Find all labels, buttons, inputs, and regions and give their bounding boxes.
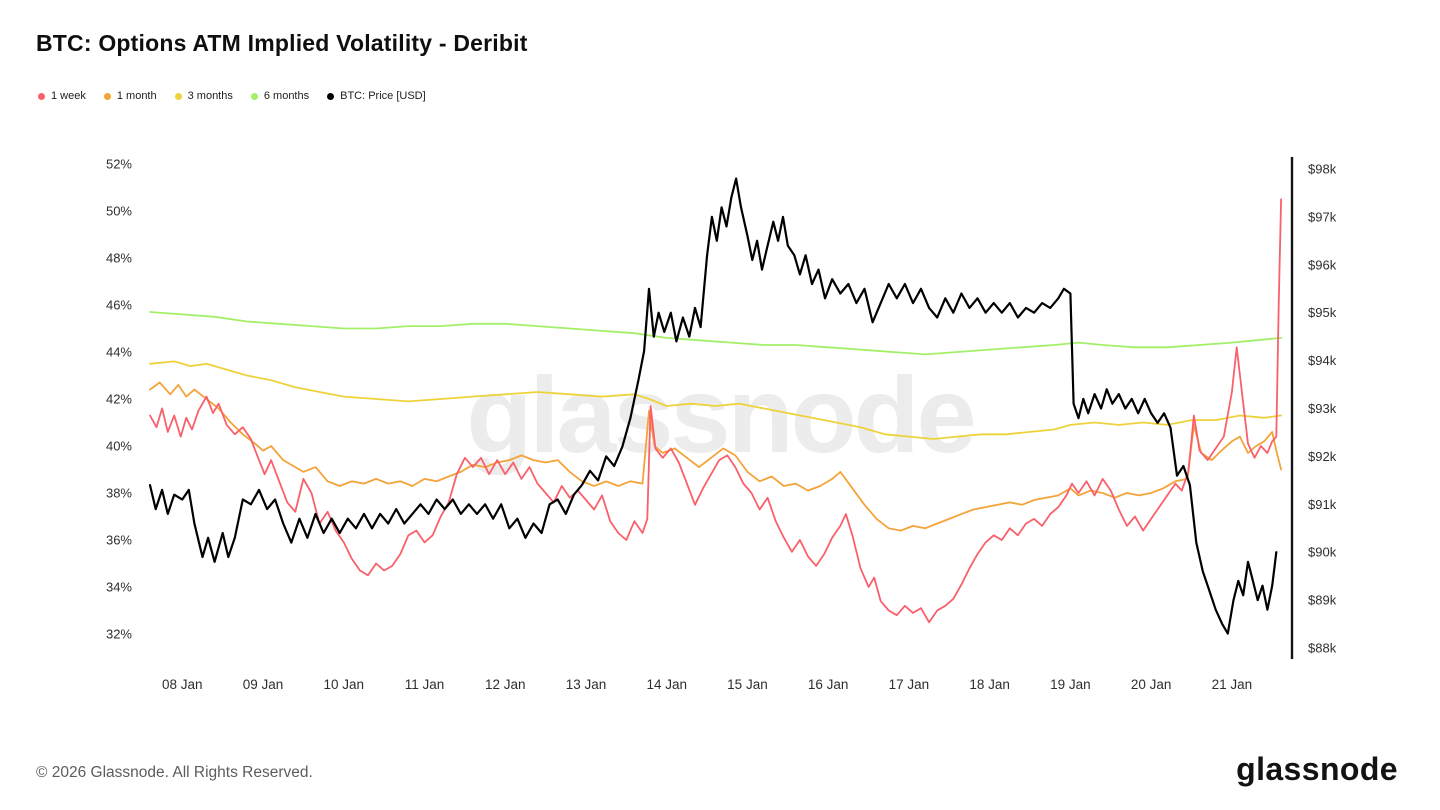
watermark: glassnode: [466, 354, 973, 475]
y-axis-left-tick: 36%: [106, 533, 132, 548]
legend-item-6-months[interactable]: 6 months: [250, 90, 310, 102]
x-axis-tick: 13 Jan: [566, 677, 607, 692]
x-axis-tick: 11 Jan: [405, 677, 445, 692]
y-axis-right-tick: $97k: [1308, 209, 1337, 224]
y-axis-right-tick: $90k: [1308, 545, 1337, 560]
x-axis-tick: 18 Jan: [969, 677, 1010, 692]
x-axis-tick: 08 Jan: [162, 677, 203, 692]
y-axis-left-tick: 48%: [106, 251, 132, 266]
y-axis-right-tick: $88k: [1308, 641, 1337, 656]
series-line-1-week[interactable]: [149, 198, 1282, 624]
y-axis-right-tick: $92k: [1308, 449, 1337, 464]
x-axis-tick: 20 Jan: [1131, 677, 1172, 692]
legend-label: 1 month: [116, 90, 157, 102]
x-axis-tick: 17 Jan: [889, 677, 930, 692]
legend-item-3-months[interactable]: 3 months: [174, 90, 233, 102]
legend-dot-6-months-icon: [250, 92, 258, 100]
x-axis-tick: 21 Jan: [1212, 677, 1253, 692]
y-axis-left-tick: 52%: [106, 157, 132, 172]
legend-label: 6 months: [263, 90, 310, 102]
series-line-1-month[interactable]: [149, 381, 1282, 532]
series-line-6-months[interactable]: [149, 311, 1282, 356]
legend-dot-1-month-icon: [103, 92, 111, 100]
x-axis-tick: 14 Jan: [646, 677, 687, 692]
y-axis-left-tick: 46%: [106, 298, 132, 313]
x-axis-tick: 15 Jan: [727, 677, 768, 692]
legend-item-btc-price-usd[interactable]: BTC: Price [USD]: [327, 90, 426, 102]
legend-item-1-month[interactable]: 1 month: [103, 90, 157, 102]
legend-dot-3-months-icon: [174, 92, 182, 100]
y-axis-left-tick: 42%: [106, 392, 132, 407]
series-line-3-months[interactable]: [149, 360, 1282, 440]
legend-item-1-week[interactable]: 1 week: [38, 90, 86, 102]
x-axis-tick: 12 Jan: [485, 677, 526, 692]
x-axis-tick: 19 Jan: [1050, 677, 1091, 692]
y-axis-left-tick: 44%: [106, 345, 132, 360]
chart-legend: 1 week 1 month 3 months 6 months BTC: Price …: [38, 90, 426, 102]
y-axis-right-tick: $94k: [1308, 353, 1337, 368]
y-axis-left-tick: 50%: [106, 204, 132, 219]
x-axis-tick: 16 Jan: [808, 677, 849, 692]
series-line-btc-price-usd[interactable]: [148, 177, 1278, 635]
x-axis-tick: 10 Jan: [323, 677, 364, 692]
y-axis-right-tick: $98k: [1308, 162, 1337, 177]
legend-dot-1-week-icon: [38, 92, 45, 100]
y-axis-right-tick: $91k: [1308, 497, 1337, 512]
legend-label: BTC: Price [USD]: [340, 90, 426, 102]
y-axis-left-tick: 32%: [106, 627, 132, 642]
glassnode-logo[interactable]: glassnode: [1236, 751, 1398, 787]
y-axis-left-tick: 38%: [106, 486, 132, 501]
legend-label: 3 months: [187, 90, 233, 102]
page-title: BTC: Options ATM Implied Volatility - De…: [36, 30, 528, 56]
y-axis-right-tick: $89k: [1308, 593, 1337, 608]
y-axis-right-tick: $93k: [1308, 401, 1337, 416]
y-axis-left-tick: 34%: [106, 580, 132, 595]
legend-dot-btc-price-usd-icon: [327, 92, 335, 100]
y-axis-right-tick: $96k: [1308, 257, 1337, 272]
copyright-text: © 2026 Glassnode. All Rights Reserved.: [36, 764, 313, 781]
y-axis-left-tick: 40%: [106, 439, 132, 454]
y-axis-right-tick: $95k: [1308, 305, 1337, 320]
legend-label: 1 week: [51, 90, 86, 102]
x-axis-tick: 09 Jan: [243, 677, 284, 692]
